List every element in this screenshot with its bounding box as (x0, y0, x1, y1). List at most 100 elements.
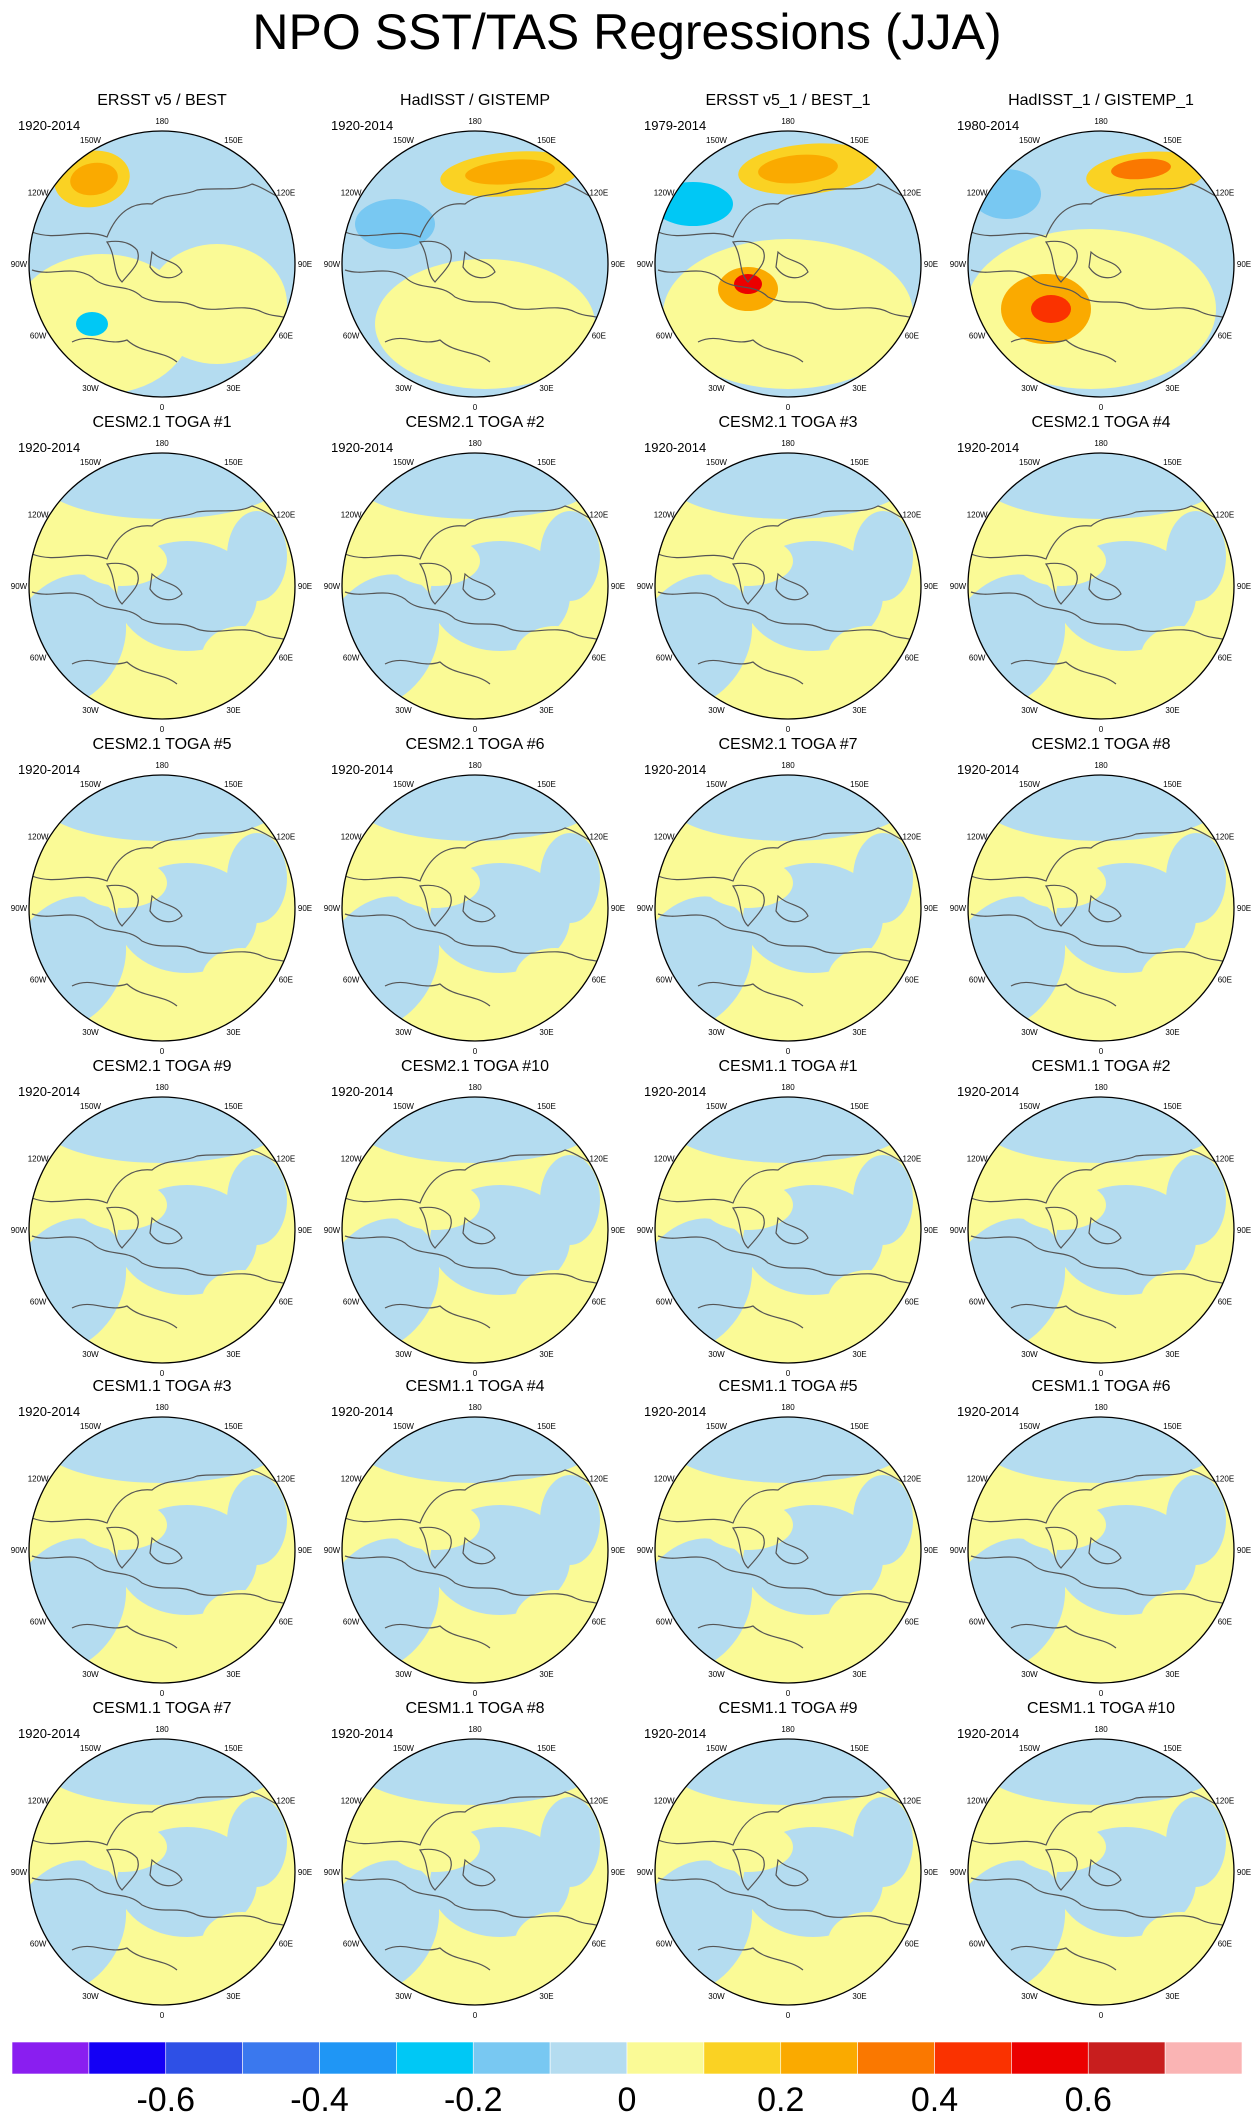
longitude-label: 90W (324, 260, 341, 269)
field-anomaly (1016, 536, 1106, 586)
longitude-label: 30W (82, 384, 99, 393)
longitude-label: 150W (393, 136, 414, 145)
field-anomaly (828, 1912, 908, 1972)
longitude-label: 90W (11, 904, 28, 913)
map-boundary (654, 774, 922, 1042)
field-anomaly (390, 1822, 480, 1872)
map-boundary (341, 1416, 609, 1684)
map-boundary (654, 1096, 922, 1364)
map-panel: CESM2.1 TOGA #9 1920-2014 180 150E 120E 90E 60… (11, 1058, 312, 1378)
field-anomaly (355, 1417, 595, 1483)
coastline (384, 337, 491, 363)
anomaly-field (342, 453, 608, 719)
field-anomaly (42, 1739, 282, 1805)
map-panel: CESM2.1 TOGA #7 1920-2014 180 150E 120E 90E 60… (637, 736, 938, 1056)
field-anomaly (668, 1417, 908, 1483)
map-panel: CESM1.1 TOGA #4 1920-2014 180 150E 120E 90E 60… (324, 1378, 625, 1698)
longitude-label: 150W (80, 136, 101, 145)
longitude-label: 30E (1165, 384, 1179, 393)
longitude-label: 120W (967, 189, 988, 198)
longitude-label: 150E (224, 458, 243, 467)
longitude-label: 90E (924, 1546, 938, 1555)
polar-map: 180 150E 120E 90E 60E 30E 0 30W 60W 90W 120W 150W (11, 1403, 312, 1698)
longitude-label: 30W (82, 1670, 99, 1679)
longitude-label: 120E (276, 1475, 295, 1484)
longitude-label: 0 (473, 1047, 478, 1056)
coastline (344, 183, 606, 238)
map-panel: CESM1.1 TOGA #7 1920-2014 180 150E 120E 90E 60… (11, 1700, 312, 2020)
longitude-label: 120E (1215, 1155, 1234, 1164)
panel-period: 1920-2014 (644, 762, 707, 777)
longitude-label: 30E (852, 384, 866, 393)
longitude-label: 180 (781, 117, 795, 126)
longitude-label: 60W (30, 1940, 47, 1949)
longitude-label: 30W (82, 1350, 99, 1359)
coastline (344, 1555, 608, 1609)
longitude-label: 90W (950, 1226, 967, 1235)
panel-period: 1979-2014 (644, 118, 707, 133)
longitude-label: 60E (279, 332, 293, 341)
field-anomaly (355, 453, 595, 519)
longitude-label: 150W (393, 1422, 414, 1431)
field-anomaly (540, 1475, 600, 1565)
field-anomaly (70, 162, 118, 196)
polar-map: 180 150E 120E 90E 60E 30E 0 30W 60W 90W 120W 150W (637, 1725, 938, 2020)
anomaly-field (29, 453, 295, 719)
longitude-label: 30W (1021, 384, 1038, 393)
longitude-label: 120E (276, 1797, 295, 1806)
longitude-label: 150W (1019, 780, 1040, 789)
longitude-label: 120E (902, 511, 921, 520)
coastline (697, 1945, 804, 1971)
coastline (71, 1623, 178, 1649)
longitude-label: 90W (637, 904, 654, 913)
coastline (775, 1216, 809, 1245)
panel-period: 1920-2014 (331, 118, 394, 133)
longitude-label: 60W (656, 332, 673, 341)
longitude-label: 120W (28, 511, 49, 520)
map-panel: CESM2.1 TOGA #5 1920-2014 180 150E 120E 90E 60… (11, 736, 312, 1056)
longitude-label: 120E (276, 1155, 295, 1164)
panel-period: 1920-2014 (18, 440, 81, 455)
coastline (344, 269, 608, 323)
longitude-label: 30W (395, 1028, 412, 1037)
map-boundary (341, 1096, 609, 1364)
longitude-label: 0 (160, 725, 165, 734)
map-boundary (654, 1738, 922, 2006)
polar-map: 180 150E 120E 90E 60E 30E 0 30W 60W 90W 120W 150W (11, 1725, 312, 2020)
coastline (462, 894, 496, 923)
field-anomaly (1166, 1797, 1226, 1887)
longitude-label: 120W (341, 1797, 362, 1806)
map-panel: CESM2.1 TOGA #2 1920-2014 180 150E 120E 90E 60… (324, 414, 625, 734)
panel-period: 1920-2014 (957, 1084, 1020, 1099)
longitude-label: 30E (226, 1350, 240, 1359)
longitude-label: 30E (852, 1992, 866, 2001)
anomaly-field (342, 1739, 608, 2005)
anomaly-field (655, 131, 921, 397)
coastline (384, 1303, 491, 1329)
map-panel: CESM1.1 TOGA #8 1920-2014 180 150E 120E 90E 60… (324, 1700, 625, 2020)
longitude-label: 120E (902, 1797, 921, 1806)
coastline (731, 1526, 765, 1569)
longitude-label: 120E (902, 833, 921, 842)
field-anomaly (227, 511, 287, 601)
coastline (970, 591, 1234, 645)
longitude-label: 90E (298, 1546, 312, 1555)
coastline (418, 240, 452, 283)
longitude-label: 180 (781, 1083, 795, 1092)
longitude-label: 150W (80, 1422, 101, 1431)
anomaly-field (655, 1097, 921, 1363)
field-anomaly (1016, 858, 1106, 908)
coastline (31, 1555, 295, 1609)
longitude-label: 150W (706, 458, 727, 467)
panel-period: 1920-2014 (331, 1404, 394, 1419)
anomaly-field (342, 1097, 608, 1363)
longitude-label: 30E (1165, 1350, 1179, 1359)
map-panel: CESM1.1 TOGA #10 1920-2014 180 150E 120E 90E 6… (950, 1700, 1251, 2020)
coastline (344, 1877, 608, 1931)
coastline (462, 250, 496, 279)
longitude-label: 60E (592, 1940, 606, 1949)
longitude-label: 90W (950, 1868, 967, 1877)
longitude-label: 120W (341, 511, 362, 520)
field-anomaly (1141, 1912, 1221, 1972)
panel-period: 1920-2014 (644, 1084, 707, 1099)
